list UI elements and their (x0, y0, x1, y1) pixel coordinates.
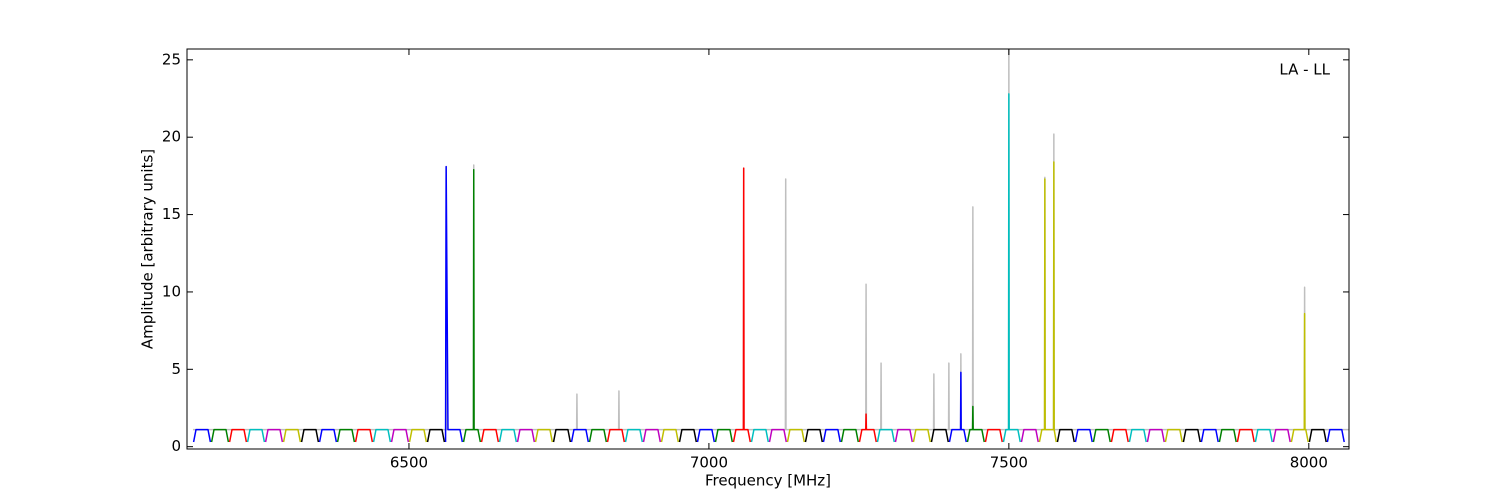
y-tick-label: 10 (162, 282, 181, 300)
plot-frame (186, 48, 1350, 450)
spectrum-line (264, 428, 1291, 443)
y-axis-label: Amplitude [arbitrary units] (139, 149, 157, 349)
spectrum-line (246, 93, 1273, 443)
y-tick-label: 5 (171, 360, 181, 378)
y-tick-label: 20 (162, 128, 181, 146)
spectrum-line (228, 167, 1255, 443)
x-tick-label: 6500 (390, 454, 428, 472)
x-axis-label: Frequency [MHz] (705, 472, 831, 490)
spectrum-line (300, 428, 1327, 443)
spectrum-line (282, 161, 1309, 443)
y-tick-label: 15 (162, 205, 181, 223)
plot-area (192, 49, 1349, 443)
x-tick-label: 7000 (690, 454, 728, 472)
y-tick-label: 0 (171, 437, 181, 455)
spectrum-line (210, 168, 1237, 443)
spectrum-line (192, 165, 1345, 443)
annotation: LA - LL (1279, 61, 1330, 79)
y-tick-label: 25 (162, 50, 181, 68)
x-tick-label: 8000 (1290, 454, 1328, 472)
spectrum-line (193, 49, 1349, 431)
x-tick-label: 7500 (990, 454, 1028, 472)
